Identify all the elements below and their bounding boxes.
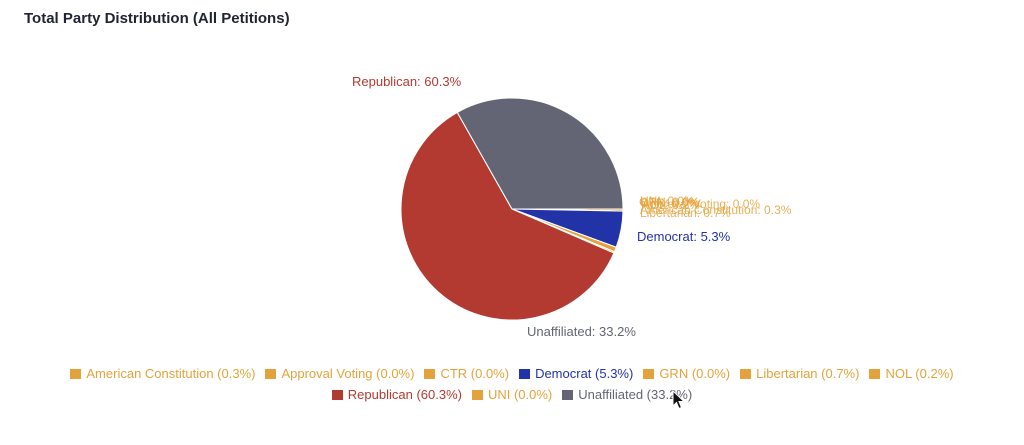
- chart-title: Total Party Distribution (All Petitions): [24, 10, 290, 27]
- pie-slice-unaffiliated[interactable]: [456, 97, 624, 210]
- legend-label: Approval Voting (0.0%): [281, 366, 415, 381]
- legend-label: UNI (0.0%): [487, 387, 553, 402]
- pie-label-ctr: CTR: 0.0%: [640, 196, 699, 210]
- legend-item-unaffiliated[interactable]: Unaffiliated (33.2%): [562, 387, 692, 402]
- legend-label: American Constitution (0.3%): [86, 366, 256, 381]
- legend-swatch: [519, 368, 531, 379]
- pie-label-libertarian: Libertarian: 0.7%: [640, 206, 731, 220]
- pie-label-republican: Republican: 60.3%: [352, 74, 462, 89]
- legend-item-approval-voting[interactable]: Approval Voting (0.0%): [265, 366, 414, 381]
- pie-label-grn: GRN: 0.0%: [639, 195, 700, 209]
- legend-label: GRN (0.0%): [659, 366, 731, 381]
- legend-label: Republican (60.3%): [347, 387, 462, 402]
- legend-swatch: [869, 368, 881, 379]
- mouse-cursor-icon: [672, 390, 686, 410]
- legend-item-ctr[interactable]: CTR (0.0%): [424, 366, 509, 381]
- pie-label-unaffiliated: Unaffiliated: 33.2%: [527, 324, 636, 339]
- legend-label: NOL (0.2%): [885, 366, 954, 381]
- legend-swatch: [562, 389, 574, 400]
- legend-label: Unaffiliated (33.2%): [578, 387, 693, 402]
- legend-swatch: [740, 368, 752, 379]
- legend-swatch: [331, 389, 343, 400]
- legend-item-american-constitution[interactable]: American Constitution (0.3%): [70, 366, 255, 381]
- legend-item-libertarian[interactable]: Libertarian (0.7%): [740, 366, 859, 381]
- pie-label-approval-voting: Approval Voting: 0.0%: [642, 197, 760, 211]
- pie-label-uni: UNI: 0.0%: [640, 194, 695, 208]
- legend-swatch: [265, 368, 277, 379]
- legend-item-republican[interactable]: Republican (60.3%): [331, 387, 462, 402]
- pie-label-nol: NOL: 0.2%: [641, 198, 700, 212]
- pie-label-american-constitution: American Constitution: 0.3%: [640, 203, 792, 217]
- legend-item-uni[interactable]: UNI (0.0%): [471, 387, 553, 402]
- pie-label-democrat: Democrat: 5.3%: [637, 229, 731, 244]
- legend-item-grn[interactable]: GRN (0.0%): [643, 366, 730, 381]
- legend-label: CTR (0.0%): [440, 366, 510, 381]
- legend-item-nol[interactable]: NOL (0.2%): [869, 366, 954, 381]
- chart-legend: American Constitution (0.3%) Approval Vot…: [20, 366, 1004, 402]
- legend-label: Libertarian (0.7%): [756, 366, 860, 381]
- legend-swatch: [424, 368, 436, 379]
- legend-swatch: [643, 368, 655, 379]
- legend-swatch: [471, 389, 483, 400]
- legend-item-democrat[interactable]: Democrat (5.3%): [519, 366, 633, 381]
- legend-swatch: [70, 368, 82, 379]
- pie-slice-republican[interactable]: [400, 111, 615, 321]
- legend-label: Democrat (5.3%): [535, 366, 634, 381]
